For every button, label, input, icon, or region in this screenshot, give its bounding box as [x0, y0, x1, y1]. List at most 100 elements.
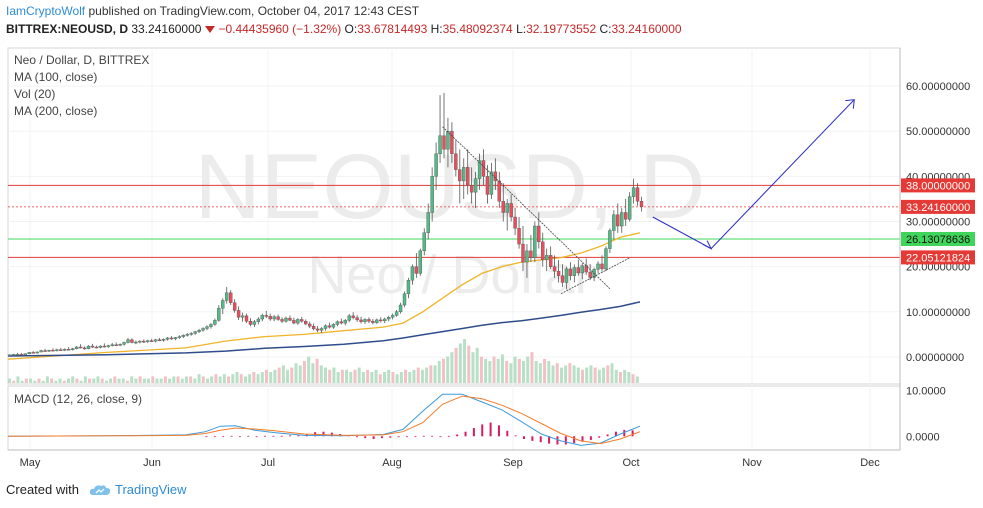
volume-bar: [58, 378, 62, 383]
candle-body: [347, 315, 351, 321]
volume-bar: [349, 372, 353, 383]
volume-bar: [50, 378, 54, 383]
volume-bar: [248, 374, 252, 383]
volume-bar: [475, 347, 479, 383]
volume-bar: [441, 358, 445, 383]
volume-bar: [395, 374, 399, 383]
macd-tick-label: 0.0000: [906, 431, 940, 443]
candle-body: [537, 225, 541, 243]
candle-body: [556, 270, 561, 276]
candle-body: [355, 317, 359, 321]
candle-body: [414, 266, 419, 274]
author-link[interactable]: IamCryptoWolf: [6, 4, 86, 18]
candle-body: [541, 241, 545, 261]
macd-histogram-bar: [464, 431, 467, 437]
candle-body: [221, 300, 225, 309]
volume-bar: [513, 356, 517, 383]
volume-bar: [168, 378, 172, 383]
candle-body: [422, 232, 426, 252]
volume-bar: [412, 369, 416, 383]
macd-tick-label: 10.0000: [906, 386, 946, 398]
macd-histogram-bar: [213, 436, 216, 438]
candle-body: [161, 339, 166, 341]
macd-histogram-bar: [589, 436, 592, 440]
footer: Created with TradingView: [6, 482, 187, 497]
volume-bar: [218, 376, 222, 383]
candle-body: [304, 321, 308, 325]
volume-bar: [319, 365, 323, 383]
candle-body: [394, 311, 399, 316]
candle-body: [15, 354, 20, 356]
volume-bar: [176, 376, 180, 383]
volume-bar: [54, 380, 58, 383]
candle-body: [67, 349, 71, 351]
candle-body: [410, 266, 415, 281]
macd-histogram-bar: [330, 432, 333, 437]
candle-body: [19, 354, 24, 356]
volume-bar: [222, 374, 226, 383]
volume-bar: [500, 354, 504, 383]
candle-body: [185, 334, 189, 336]
macd-histogram-bar: [389, 436, 392, 438]
volume-bar: [315, 358, 319, 383]
candle-body: [47, 349, 51, 352]
low-value: 32.19773552: [526, 22, 597, 36]
volume-bar: [618, 372, 622, 383]
volume-bar: [471, 352, 475, 383]
legend-macd[interactable]: MACD (12, 26, close, 9): [14, 392, 143, 406]
volume-bar: [581, 369, 585, 383]
volume-bar: [96, 376, 100, 383]
volume-bar: [387, 369, 391, 383]
volume-bar: [294, 363, 298, 383]
volume-bar: [214, 374, 218, 383]
candle-body: [74, 346, 79, 349]
volume-bar: [454, 347, 458, 383]
candle-body: [434, 153, 438, 177]
macd-histogram-bar: [230, 435, 233, 437]
macd-histogram-bar: [247, 435, 250, 437]
candle-body: [375, 319, 379, 323]
candle-body: [201, 328, 205, 331]
macd-histogram-bar: [372, 436, 375, 440]
candle-body: [371, 321, 375, 323]
volume-bar: [130, 376, 134, 383]
candle-body: [292, 320, 296, 324]
candle-body: [612, 214, 616, 231]
volume-bar: [201, 376, 205, 383]
macd-histogram-bar: [222, 436, 225, 438]
price-chart[interactable]: NEOUSD, D Neo / Dollar 0.00000000 10.0000…: [0, 0, 983, 480]
candle-body: [533, 225, 537, 258]
candle-body: [529, 250, 533, 258]
candle-body: [252, 321, 257, 325]
volume-bar: [345, 369, 349, 383]
legend-ma100[interactable]: MA (100, close): [14, 70, 98, 84]
y-tick-label: 0.00000000: [906, 352, 964, 364]
published-text: published on TradingView.com, October 04…: [88, 4, 420, 18]
macd-histogram-bar: [514, 435, 517, 437]
ohlc-line: BITTREX:NEOUSD, D 33.24160000 −0.44435960…: [6, 22, 682, 36]
tradingview-link[interactable]: TradingView: [114, 482, 187, 497]
legend-ma200[interactable]: MA (200, close): [14, 104, 98, 118]
candle-body: [39, 350, 43, 353]
legend-volume[interactable]: Vol (20): [14, 87, 56, 101]
volume-bar: [336, 372, 340, 383]
candle-body: [497, 180, 501, 202]
candle-body: [94, 346, 99, 349]
macd-histogram-bar: [481, 424, 484, 437]
macd-histogram-bar: [531, 436, 534, 441]
volume-bar: [509, 363, 513, 383]
macd-histogram-bar: [614, 431, 617, 437]
volume-bar: [328, 369, 332, 383]
candle-body: [138, 340, 142, 343]
candle-body: [217, 307, 221, 321]
volume-bar: [184, 376, 188, 383]
candle-body: [639, 201, 644, 208]
candle-body: [134, 341, 138, 344]
close-value: 33.24160000: [611, 22, 682, 36]
macd-histogram-bar: [598, 436, 601, 438]
volume-bar: [551, 365, 555, 383]
candle-body: [335, 321, 340, 325]
candle-body: [509, 203, 513, 218]
volume-bar: [361, 372, 365, 383]
candle-body: [23, 353, 27, 355]
